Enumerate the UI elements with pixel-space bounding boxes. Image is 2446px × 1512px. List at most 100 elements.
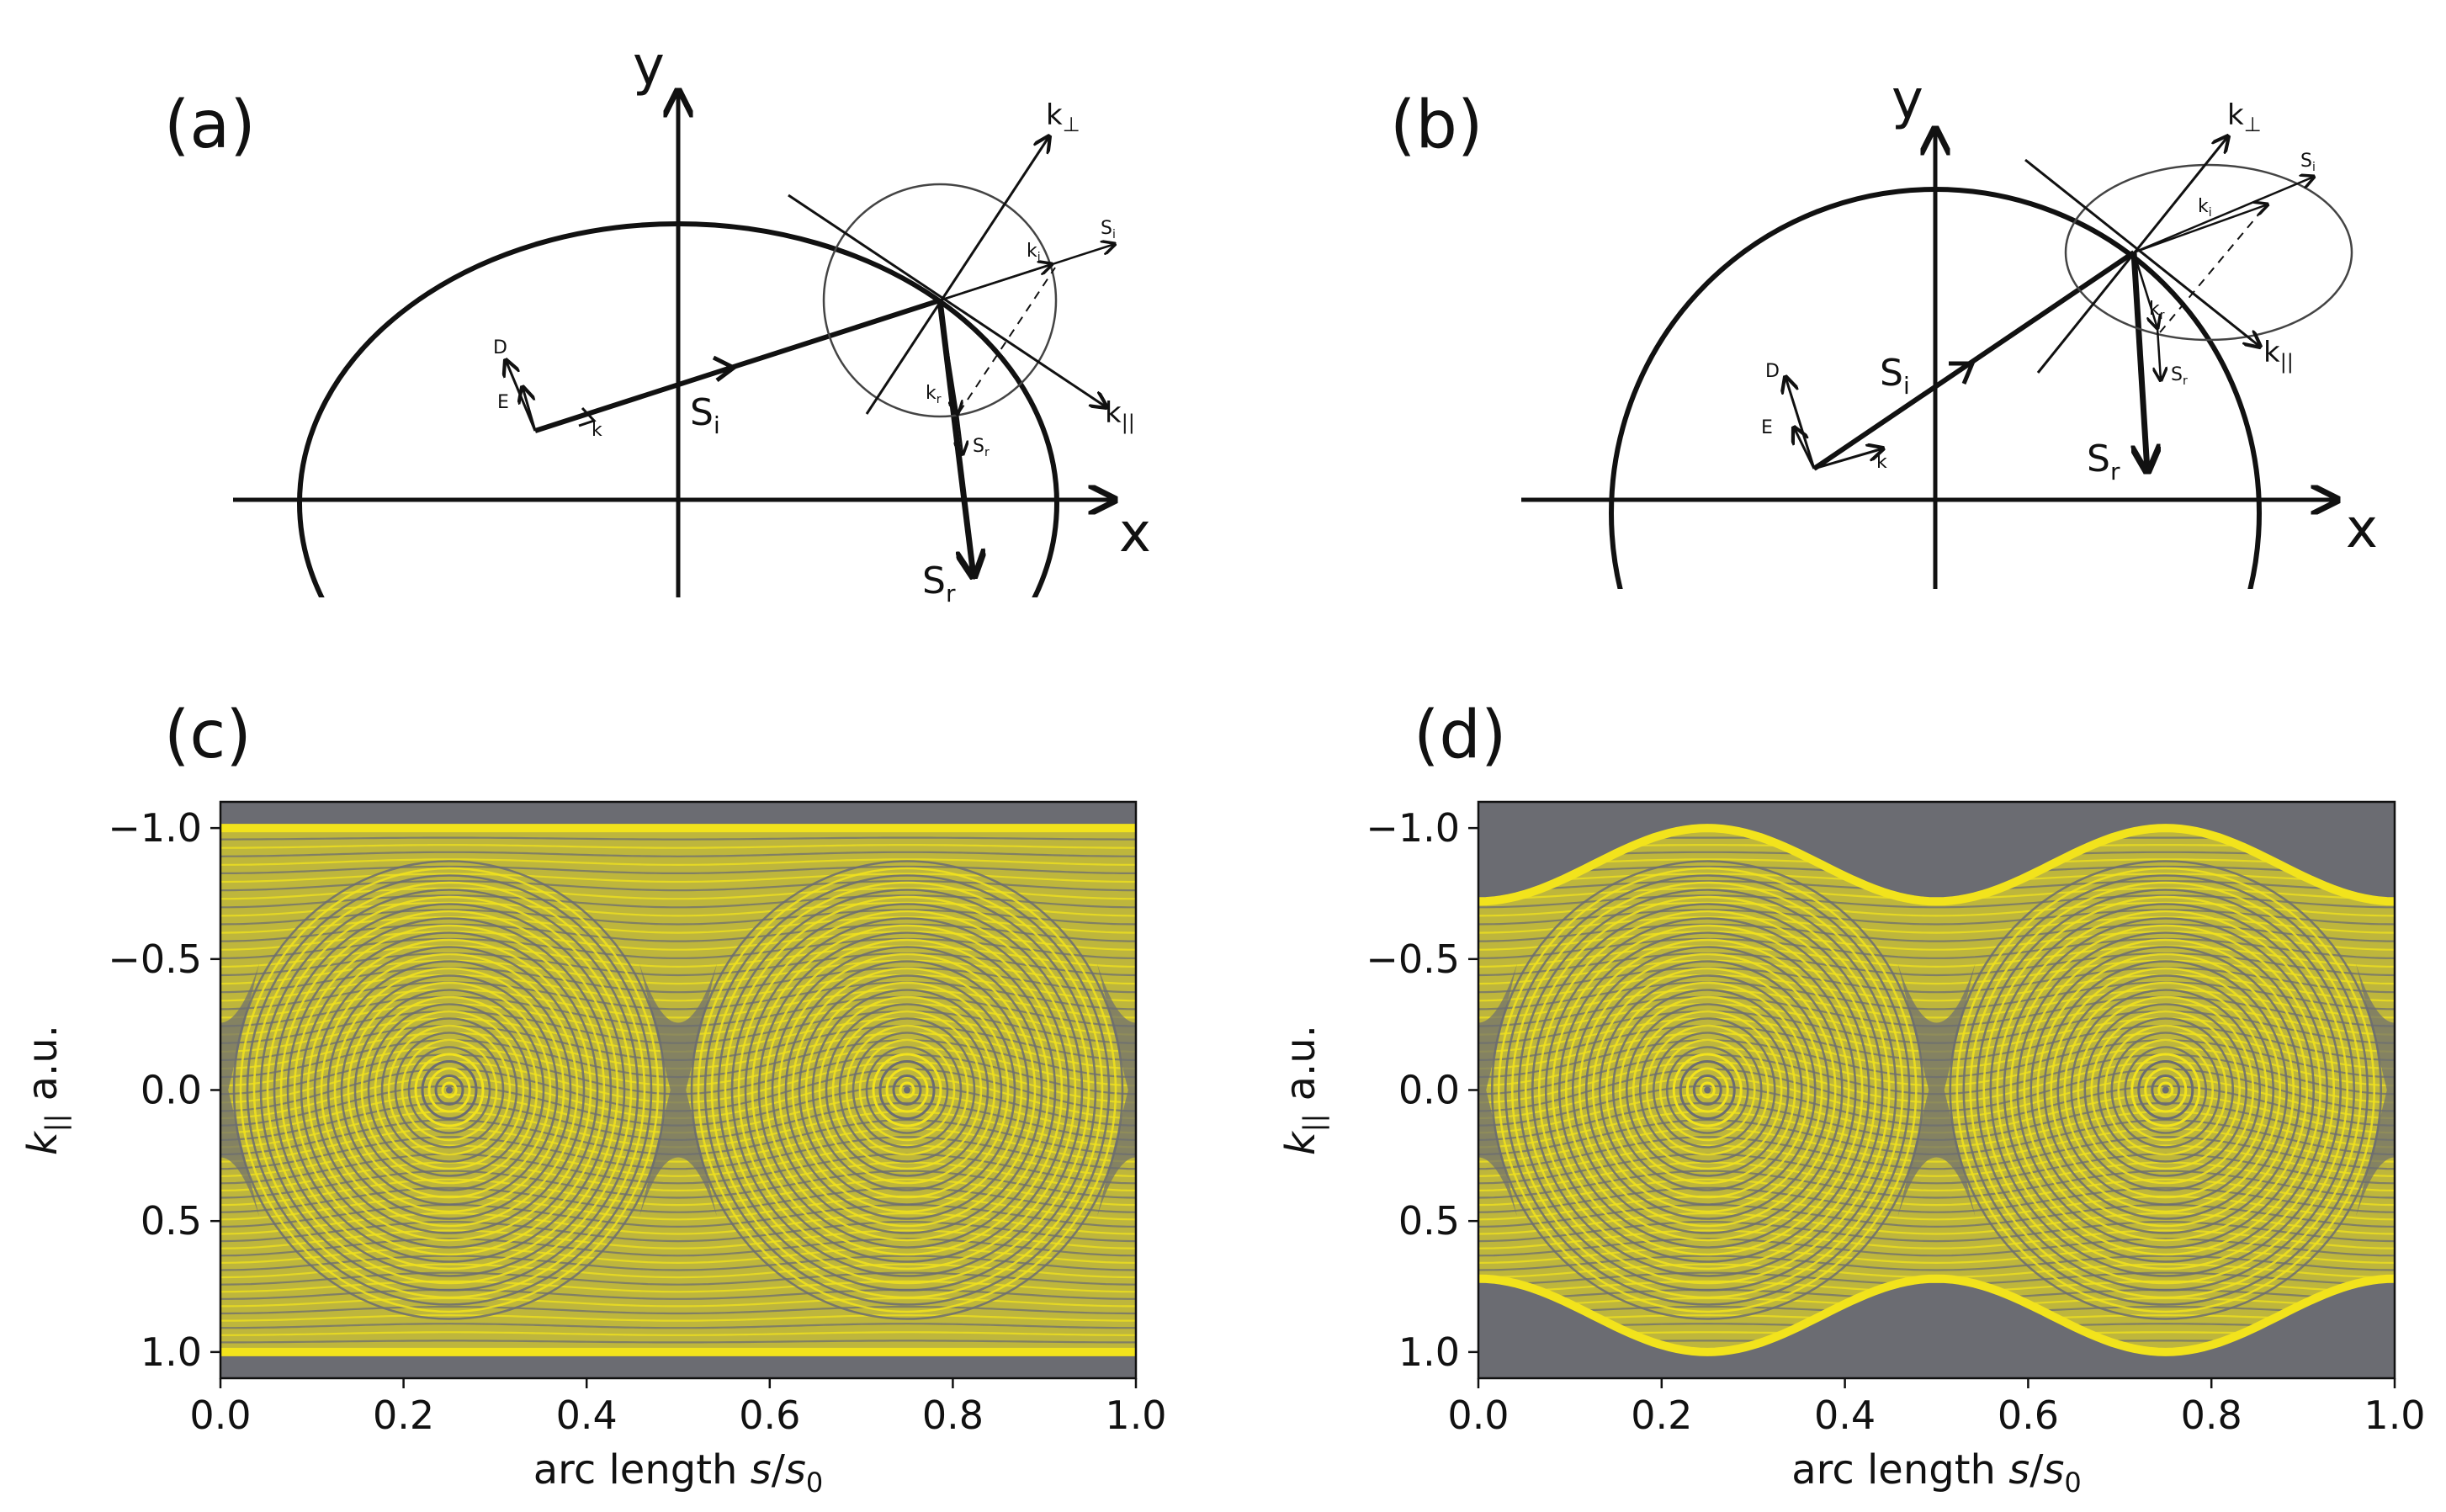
small-si-label-a: Si [1101, 218, 1116, 241]
d-vector-b [1785, 377, 1816, 470]
x-tick-label: 0.2 [1631, 1393, 1692, 1438]
e-vector-b [1794, 427, 1816, 470]
separatrix-2 [1478, 963, 1517, 1217]
small-sr-vector-a [958, 413, 963, 454]
island-1 [232, 860, 666, 1320]
panel-c-label: (c) [164, 698, 252, 773]
k-vector-b [1813, 448, 1883, 470]
y-tick-label: 0.5 [141, 1198, 202, 1244]
small-si-vector-b [2133, 177, 2314, 254]
small-ki-vector-b [2133, 204, 2268, 254]
s-i-label-a: Si [690, 391, 720, 439]
y-tick-label: 0.0 [141, 1068, 202, 1113]
panel-b: (b) x y Si k D E Sr k⊥ k|| Si ki kr S [1390, 69, 2378, 589]
y-axis-label-a: y [633, 35, 665, 98]
dashed-guide-a [958, 267, 1056, 413]
k-par-label-a: k|| [1105, 396, 1135, 434]
x-tick-label: 0.8 [922, 1393, 984, 1438]
incident-arrowhead-a [712, 355, 738, 382]
reflected-ray-a [936, 300, 974, 576]
x-axis-label-b: x [2346, 498, 2378, 560]
tangent-line-a [788, 194, 1106, 407]
d-vector-a [506, 360, 537, 432]
band-edge-lower [1478, 1274, 2395, 1356]
y-tick-label: 0.0 [1398, 1068, 1460, 1113]
y-tick-label: −0.5 [1366, 936, 1460, 982]
orbit-layer [220, 824, 1136, 1356]
k-small-label-a: k [592, 420, 602, 441]
x-tick-label: 0.4 [556, 1393, 618, 1438]
k-perp-label-b: k⊥ [2227, 98, 2262, 136]
separatrix-1 [639, 963, 717, 1217]
y-tick-label: −1.0 [1366, 805, 1460, 851]
x-tick-label: 0.2 [373, 1393, 434, 1438]
incident-arrowhead-b [1949, 361, 1976, 385]
s-r-label-b: Sr [2087, 438, 2120, 485]
y-axis-label-b: y [1892, 69, 1923, 131]
panel-d: (d) 0.0 0.2 0.4 0.6 0.8 1.0 −1.0 −0.5 0.0 0.5 1.0 a… [1277, 698, 2426, 1499]
small-ki-label-a: ki [1027, 241, 1041, 264]
normal-line-a [865, 136, 1049, 415]
index-ellipse-b [2064, 163, 2353, 342]
k-par-label-b: k|| [2263, 336, 2294, 374]
small-kr-label-b: kr [2149, 299, 2165, 322]
x-axis-title: arc length s/s0 [533, 1446, 824, 1499]
phase-space-plot-c: 0.0 0.2 0.4 0.6 0.8 1.0 −1.0 −0.5 0.0 0.5 1.0 arc l… [19, 800, 1167, 1499]
x-tick-label: 0.4 [1814, 1393, 1876, 1438]
index-circle-a [822, 183, 1058, 418]
x-tick-label: 0.6 [739, 1393, 800, 1438]
island-1 [1490, 860, 1924, 1320]
panel-a-label: (a) [164, 88, 256, 163]
small-ki-vector-a [939, 264, 1052, 302]
e-label-a: E [497, 392, 509, 413]
k-perp-label-a: k⊥ [1046, 98, 1080, 136]
small-kr-vector-a [938, 300, 958, 414]
tangent-line-b [2024, 158, 2260, 347]
small-kr-label-a: kr [926, 383, 942, 406]
x-tick-label: 1.0 [2364, 1393, 2425, 1438]
dashed-guide-b [2159, 208, 2264, 333]
small-ki-label-b: ki [2198, 196, 2212, 220]
band-edge-upper [1478, 824, 2395, 906]
y-tick-label: −1.0 [108, 805, 202, 851]
island-2 [1949, 860, 2383, 1320]
d-label-a: D [493, 337, 507, 358]
y-axis-title: k|| a.u. [1277, 1025, 1329, 1155]
y-tick-label: 1.0 [141, 1329, 202, 1375]
k-arrowhead-a [578, 406, 597, 427]
small-kr-vector-b [2132, 252, 2157, 328]
panel-c: (c) 0.0 0.2 0.4 0.6 0.8 1.0 −1.0 −0.5 0.0 0.5 1.0 a… [19, 698, 1167, 1499]
s-i-label-b: Si [1880, 352, 1910, 400]
e-vector-a [523, 387, 537, 432]
small-sr-vector-b [2157, 327, 2161, 380]
panel-b-label: (b) [1390, 88, 1483, 163]
separatrix-1 [1897, 963, 1976, 1217]
e-label-b: E [1761, 417, 1773, 438]
incident-ray-b [1812, 250, 2136, 471]
small-sr-label-b: Sr [2171, 364, 2188, 388]
x-tick-label: 0.0 [189, 1393, 251, 1438]
panel-a: (a) x y Si k D E Sr k⊥ k|| Si ki kr [164, 35, 1151, 607]
x-axis-label-a: x [1119, 502, 1151, 565]
y-axis-title: k|| a.u. [19, 1025, 72, 1155]
chaotic-band [220, 828, 1136, 1352]
y-tick-label: −0.5 [108, 936, 202, 982]
phase-space-plot-d: 0.0 0.2 0.4 0.6 0.8 1.0 −1.0 −0.5 0.0 0.5 1.0 arc l… [1277, 800, 2426, 1499]
separatrix-3 [2356, 963, 2395, 1217]
reflected-ray-b [2130, 252, 2147, 471]
incident-ray-a [534, 298, 941, 433]
y-tick-label: 0.5 [1398, 1198, 1460, 1244]
x-tick-label: 1.0 [1105, 1393, 1166, 1438]
island-2 [690, 860, 1124, 1320]
y-tick-label: 1.0 [1398, 1329, 1460, 1375]
k-small-label-b: k [1876, 452, 1887, 473]
d-label-b: D [1765, 361, 1780, 382]
separatrix-3 [1097, 963, 1136, 1217]
s-r-label-a: Sr [922, 560, 956, 607]
x-tick-label: 0.8 [2181, 1393, 2242, 1438]
panel-d-label: (d) [1414, 698, 1506, 773]
x-axis-title: arc length s/s0 [1791, 1446, 2082, 1499]
small-sr-label-a: Sr [973, 436, 990, 459]
x-tick-label: 0.0 [1447, 1393, 1509, 1438]
